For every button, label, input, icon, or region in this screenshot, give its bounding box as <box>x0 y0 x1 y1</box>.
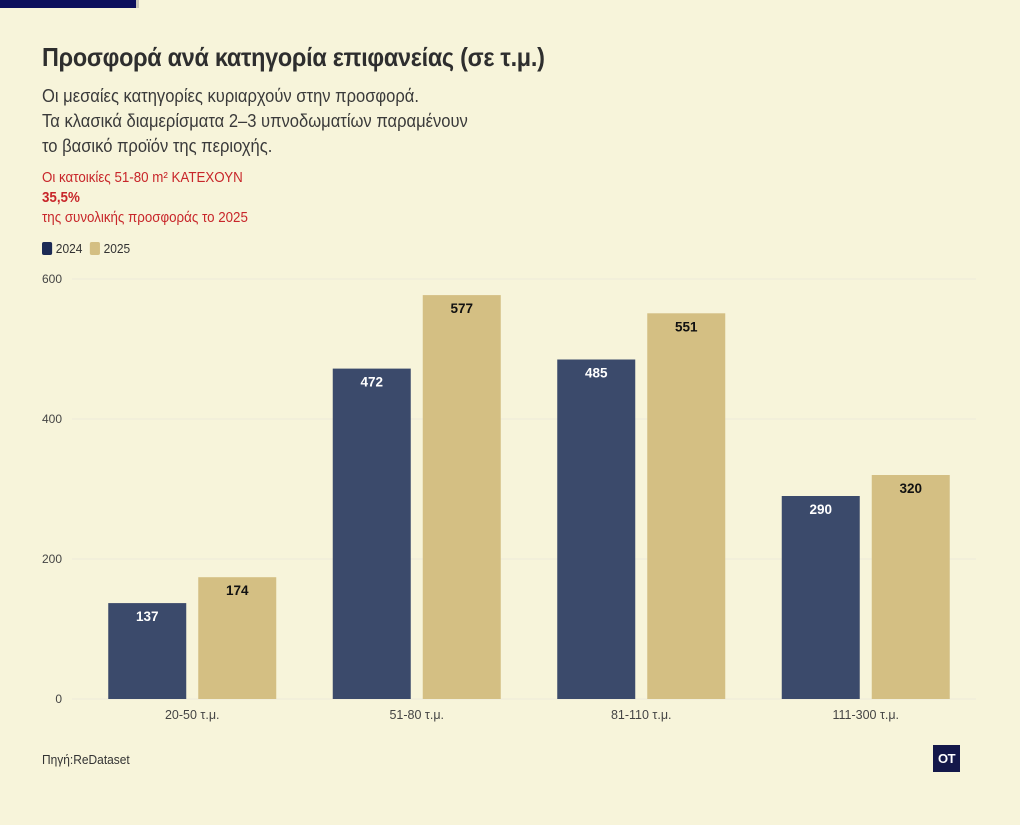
top-accent-bar <box>0 0 139 8</box>
y-tick-label: 200 <box>42 552 62 566</box>
bar-2025-3 <box>647 313 726 699</box>
bar-2024-2 <box>332 368 411 699</box>
data-label: 577 <box>450 301 473 316</box>
highlight-callout: Οι κατοικίες 51-80 m² ΚΑΤΕΧΟΥΝ 35,5% της… <box>42 168 248 228</box>
bar-2024-1 <box>108 603 187 699</box>
legend-swatch-2025 <box>89 242 100 255</box>
x-tick-label: 51-80 τ.μ. <box>389 708 444 722</box>
chart-title: Προσφορά ανά κατηγορία επιφανείας (σε τ.… <box>42 42 545 72</box>
data-label: 137 <box>136 609 159 624</box>
y-tick-label: 600 <box>42 272 62 286</box>
highlight-line-3: της συνολικής προσφοράς το 2025 <box>42 210 248 226</box>
subtitle-line-1: Οι μεσαίες κατηγορίες κυριαρχούν στην πρ… <box>42 86 419 106</box>
data-label: 472 <box>360 375 383 390</box>
data-label: 174 <box>226 583 249 598</box>
legend-item-2024: 2024 <box>42 241 82 256</box>
legend-label-2024: 2024 <box>55 241 83 256</box>
data-label: 290 <box>809 502 832 517</box>
chart-legend: 2024 2025 <box>42 241 130 256</box>
y-tick-label: 0 <box>55 692 62 706</box>
highlight-value: 35,5% <box>42 190 80 206</box>
brand-logo: OT <box>933 745 960 772</box>
legend-swatch-2024 <box>42 242 53 255</box>
chart-subtitle: Οι μεσαίες κατηγορίες κυριαρχούν στην πρ… <box>42 84 557 159</box>
data-label: 320 <box>899 481 922 496</box>
bar-2025-1 <box>198 577 277 699</box>
data-label: 485 <box>585 366 608 381</box>
x-tick-label: 81-110 τ.μ. <box>611 708 672 722</box>
legend-item-2025: 2025 <box>89 241 131 256</box>
data-label: 551 <box>675 319 698 334</box>
legend-label-2025: 2025 <box>103 241 131 256</box>
x-tick-label: 111-300 τ.μ. <box>832 708 899 722</box>
bar-2025-2 <box>422 295 501 699</box>
subtitle-line-3: το βασικό προϊόν της περιοχής. <box>42 136 273 156</box>
subtitle-line-2: Τα κλασικά διαμερίσματα 2–3 υπνοδωματίων… <box>42 111 468 131</box>
highlight-line-1: Οι κατοικίες 51-80 m² ΚΑΤΕΧΟΥΝ <box>42 170 243 186</box>
bar-2025-4 <box>871 475 950 699</box>
x-tick-label: 20-50 τ.μ. <box>165 708 220 722</box>
bar-2024-4 <box>781 496 860 699</box>
bar-2024-3 <box>557 359 636 699</box>
y-tick-label: 400 <box>42 412 62 426</box>
source-note: Πηγή:ReDataset <box>42 752 130 767</box>
